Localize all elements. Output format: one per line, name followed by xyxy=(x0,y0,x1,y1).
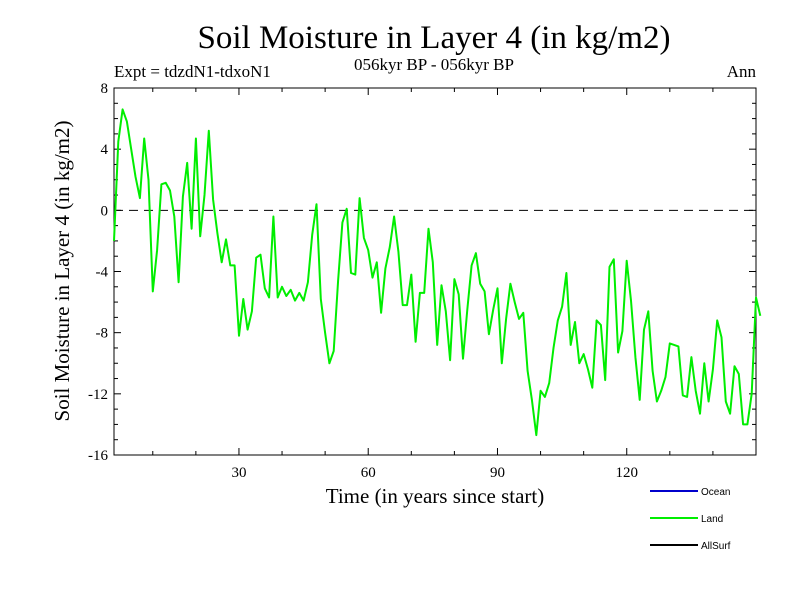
x-tick-label: 90 xyxy=(490,465,505,481)
y-tick-label: 0 xyxy=(101,203,109,219)
x-tick-label: 120 xyxy=(615,465,638,481)
y-axis-label: Soil Moisture in Layer 4 (in kg/m2) xyxy=(50,121,74,422)
legend-label-land: Land xyxy=(701,514,723,525)
y-tick-label: -12 xyxy=(88,387,108,403)
legend-item-land: Land xyxy=(650,514,723,525)
y-tick-labels: 8 4 0 -4 -8 -12 -16 xyxy=(88,81,109,464)
chart-subtitle: 056kyr BP - 056kyr BP xyxy=(354,55,514,74)
chart-title: Soil Moisture in Layer 4 (in kg/m2) xyxy=(198,20,671,56)
x-axis-label: Time (in years since start) xyxy=(326,484,545,508)
y-tick-label: 8 xyxy=(101,81,109,97)
series-line-land xyxy=(113,108,762,437)
legend-item-allsurf: AllSurf xyxy=(650,541,731,552)
legend: Ocean Land AllSurf xyxy=(650,487,731,552)
season-label: Ann xyxy=(727,62,757,81)
x-tick-label: 30 xyxy=(231,465,246,481)
y-tick-label: 4 xyxy=(101,142,109,158)
x-tick-label: 60 xyxy=(361,465,376,481)
experiment-label: Expt = tdzdN1-tdxoN1 xyxy=(114,62,271,81)
y-tick-label: -4 xyxy=(96,265,109,281)
legend-label-allsurf: AllSurf xyxy=(701,541,731,552)
legend-item-ocean: Ocean xyxy=(650,487,730,498)
y-tick-label: -8 xyxy=(96,326,109,342)
legend-label-ocean: Ocean xyxy=(701,487,730,498)
x-tick-labels: 30 60 90 120 xyxy=(231,465,638,481)
y-tick-label: -16 xyxy=(88,448,108,464)
